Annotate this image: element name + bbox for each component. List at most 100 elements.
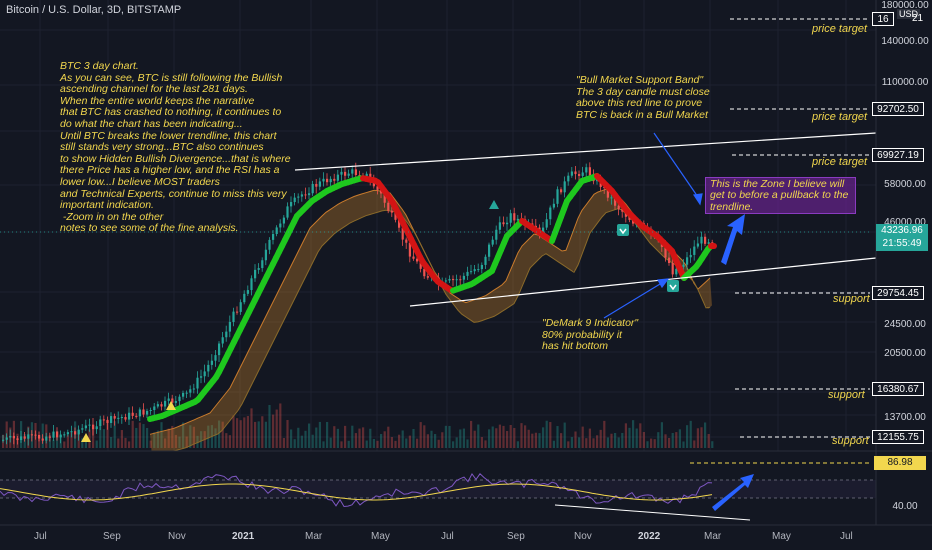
candle-body bbox=[462, 275, 465, 280]
candle-body bbox=[311, 183, 314, 194]
candle-body bbox=[300, 194, 303, 197]
volume-bar bbox=[506, 431, 509, 448]
price-target-label: price target bbox=[812, 111, 868, 123]
candle-body bbox=[279, 223, 282, 228]
rsi-axis-label: 40.00 bbox=[892, 501, 918, 512]
volume-bar bbox=[448, 425, 451, 448]
demark-note[interactable]: "DeMark 9 Indicator" 80% probability it … bbox=[542, 317, 639, 353]
candle-body bbox=[5, 437, 8, 440]
candle-body bbox=[290, 202, 293, 207]
volume-bar bbox=[581, 426, 584, 448]
candle-body bbox=[135, 415, 138, 417]
volume-bar bbox=[196, 435, 199, 448]
price-target-tag-tail: 21 bbox=[912, 13, 924, 24]
candle-body bbox=[574, 171, 577, 175]
volume-bar bbox=[696, 428, 699, 448]
time-axis-label: Jul bbox=[34, 531, 47, 542]
volume-bar bbox=[95, 440, 98, 448]
candle-body bbox=[380, 189, 383, 194]
candle-body bbox=[239, 302, 242, 312]
candle-body bbox=[617, 205, 620, 210]
support-band-note[interactable]: "Bull Market Support Band" The 3 day can… bbox=[576, 74, 710, 121]
volume-bar bbox=[639, 423, 642, 448]
volume-bar bbox=[401, 430, 404, 448]
candle-body bbox=[707, 242, 710, 244]
chart-title: Bitcoin / U.S. Dollar, 3D, BITSTAMP bbox=[6, 4, 182, 16]
time-axis-label: Nov bbox=[574, 531, 592, 542]
candle-body bbox=[632, 219, 635, 224]
volume-bar bbox=[326, 421, 329, 448]
volume-bar bbox=[495, 428, 498, 448]
rsi-arrow-icon bbox=[712, 474, 754, 511]
candle-body bbox=[552, 203, 555, 208]
candle-body bbox=[606, 187, 609, 198]
ma-band-fill bbox=[150, 188, 712, 457]
candle-body bbox=[668, 257, 671, 264]
candle-body bbox=[113, 416, 116, 419]
volume-bar bbox=[138, 422, 141, 448]
volume-bar bbox=[538, 433, 541, 448]
candle-body bbox=[70, 431, 73, 433]
volume-bar bbox=[308, 423, 311, 448]
volume-bar bbox=[657, 432, 660, 448]
volume-bar bbox=[621, 432, 624, 448]
channel-upper-line[interactable] bbox=[294, 132, 877, 171]
volume-bar bbox=[344, 425, 347, 448]
candle-body bbox=[570, 171, 573, 176]
candle-body bbox=[614, 197, 617, 206]
time-axis-label: Nov bbox=[168, 531, 186, 542]
volume-bar bbox=[153, 432, 156, 448]
candle-body bbox=[624, 211, 627, 217]
volume-bar bbox=[207, 425, 210, 448]
candle-body bbox=[588, 167, 591, 176]
price-target-tag: 16 bbox=[872, 12, 894, 26]
volume-bar bbox=[250, 408, 253, 448]
volume-bar bbox=[362, 427, 365, 448]
currency-badge[interactable]: USD bbox=[897, 9, 921, 19]
bull-market-support-band bbox=[147, 173, 717, 422]
volume-bar bbox=[149, 440, 152, 448]
volume-bar bbox=[318, 421, 321, 448]
volume-bar bbox=[131, 420, 134, 448]
volume-bar bbox=[426, 434, 429, 448]
volume-bar bbox=[480, 437, 483, 448]
candle-body bbox=[92, 424, 95, 430]
candle-body bbox=[509, 213, 512, 223]
volume-bar bbox=[102, 429, 105, 448]
volume-bar bbox=[419, 422, 422, 448]
volume-bar bbox=[167, 428, 170, 448]
volume-bar bbox=[243, 417, 246, 448]
candle-body bbox=[120, 417, 123, 419]
candle-body bbox=[700, 236, 703, 244]
volume-bars bbox=[2, 403, 714, 448]
candle-body bbox=[412, 256, 415, 259]
volume-bar bbox=[488, 429, 491, 448]
candle-body bbox=[448, 278, 451, 281]
analysis-note[interactable]: BTC 3 day chart. As you can see, BTC is … bbox=[60, 60, 291, 235]
price-target-tag: 92702.50 bbox=[872, 102, 924, 116]
candle-body bbox=[329, 178, 332, 183]
volume-bar bbox=[232, 415, 235, 448]
candle-body bbox=[621, 209, 624, 212]
candle-body bbox=[174, 401, 177, 403]
candle-body bbox=[59, 434, 62, 438]
candle-body bbox=[405, 239, 408, 243]
volume-bar bbox=[552, 440, 555, 448]
volume-bar bbox=[228, 435, 231, 448]
candle-body bbox=[369, 173, 372, 180]
channel-lower-line[interactable] bbox=[409, 257, 877, 307]
time-axis-label: Mar bbox=[704, 531, 722, 542]
volume-bar bbox=[63, 441, 66, 448]
target-zone-note[interactable]: This is the Zone I believe will get to b… bbox=[705, 177, 856, 214]
volume-bar bbox=[578, 437, 581, 448]
volume-bar bbox=[254, 421, 257, 448]
demark-markers bbox=[617, 224, 679, 292]
candle-body bbox=[628, 216, 631, 220]
candle-body bbox=[261, 260, 264, 269]
candle-body bbox=[16, 438, 19, 441]
candle-body bbox=[9, 435, 12, 438]
volume-bar bbox=[81, 438, 84, 448]
volume-bar bbox=[178, 436, 181, 448]
